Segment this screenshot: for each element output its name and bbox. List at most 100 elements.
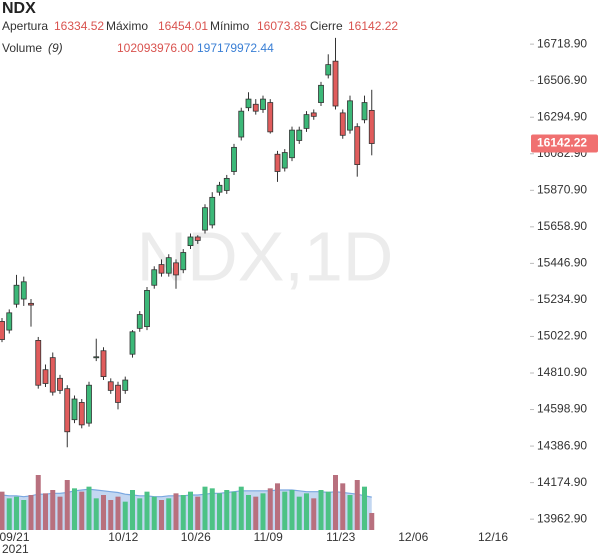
candle-body [310, 112, 317, 117]
volume-bar [0, 491, 5, 530]
candle-body [332, 60, 339, 107]
candle-body [202, 207, 208, 231]
ohlc-value: 16073.85 [257, 19, 307, 33]
volume-bar [282, 491, 288, 530]
x-tick-label: 12/06 [398, 530, 428, 544]
volume-bar [188, 491, 193, 530]
volume-bar [362, 486, 367, 530]
candle-body [303, 114, 310, 129]
volume-bar [93, 498, 99, 530]
volume-bar [202, 486, 208, 530]
candle-body [194, 236, 201, 241]
candle-body [49, 357, 56, 393]
volume-bar [173, 493, 179, 530]
volume-ma-value: 197179972.44 [197, 41, 274, 55]
volume-bar [296, 496, 302, 530]
volume-bar [57, 496, 63, 530]
candle-body [122, 379, 129, 391]
volume-bar [50, 490, 56, 530]
candle-body [57, 377, 63, 391]
ohlc-label: Máximo [106, 19, 148, 33]
volume-bar [151, 496, 157, 530]
candle-body [0, 321, 5, 340]
volume-bar [101, 495, 106, 530]
volume-value: 102093976.00 [117, 41, 194, 55]
x-tick-label: 10/12 [108, 530, 138, 544]
candle-body [180, 252, 187, 271]
volume-bar [333, 475, 338, 530]
y-tick-label: 15446.90 [537, 256, 587, 270]
year-label: 2021 [2, 542, 29, 556]
volume-ma-line [1, 488, 372, 498]
candle-body [151, 269, 158, 286]
y-tick-label: 16718.90 [537, 36, 587, 50]
volume-bar [86, 486, 92, 530]
candle-body [238, 110, 245, 138]
x-tick-label: 11/23 [326, 530, 355, 544]
candle-body [35, 340, 42, 386]
volume-bar [144, 491, 150, 530]
volume-bar [325, 491, 331, 530]
candle-body [173, 262, 179, 276]
volume-bar [195, 496, 201, 530]
candle-body [6, 312, 13, 331]
candle-body [216, 184, 223, 193]
volume-bar [159, 500, 164, 530]
y-tick-label: 14598.90 [537, 402, 587, 416]
watermark: NDX,1D [137, 217, 394, 295]
candle-body [115, 384, 121, 403]
last-price-box [531, 134, 598, 153]
volume-label: Volume [2, 41, 42, 55]
volume-bar [318, 490, 324, 530]
x-tick-label: 11/09 [254, 530, 283, 544]
volume-bar [224, 490, 230, 530]
candle-body [28, 302, 34, 306]
volume-bar [267, 488, 273, 530]
volume-bar [130, 490, 135, 530]
volume-bar [289, 490, 295, 530]
y-tick-label: 13962.90 [537, 511, 587, 525]
volume-bar [180, 495, 186, 530]
candle-body [281, 152, 288, 169]
y-tick-label: 14386.90 [537, 438, 587, 452]
volume-bar [246, 495, 251, 530]
volume-bar [137, 498, 143, 530]
candle-body [368, 109, 375, 144]
volume-bar [122, 501, 128, 530]
x-tick-label: 09/21 [0, 530, 30, 544]
volume-bar [108, 500, 114, 530]
candle-body [252, 103, 259, 112]
candle-body [245, 98, 252, 109]
volume-bar [347, 495, 353, 530]
candle-body [165, 257, 172, 274]
candle-body [325, 64, 332, 76]
candle-body [361, 102, 368, 121]
candle-body [260, 98, 266, 110]
candle-body [13, 284, 20, 305]
volume-period: (9) [48, 41, 63, 55]
last-price-label: 16142.22 [537, 136, 587, 150]
candle-body [158, 264, 165, 274]
candle-body [20, 281, 27, 300]
volume-bar [14, 496, 19, 530]
volume-bar [311, 498, 317, 530]
y-tick-label: 15022.90 [537, 329, 587, 343]
candle-body [107, 381, 114, 391]
candle-body [136, 314, 143, 329]
candle-body [93, 356, 100, 359]
candle-body [296, 129, 303, 141]
volume-bar [304, 493, 309, 530]
candle-body [187, 236, 194, 247]
volume-bar [28, 495, 34, 530]
y-tick-label: 15234.90 [537, 292, 587, 306]
volume-bar [238, 486, 244, 530]
candle-body [354, 126, 361, 166]
candle-body [78, 402, 85, 426]
ohlc-label: Mínimo [210, 19, 250, 33]
volume-bar [79, 491, 85, 530]
candle-body [339, 112, 346, 136]
y-tick-label: 14810.90 [537, 365, 587, 379]
volume-bar [354, 480, 360, 530]
volume-bar [35, 475, 41, 530]
